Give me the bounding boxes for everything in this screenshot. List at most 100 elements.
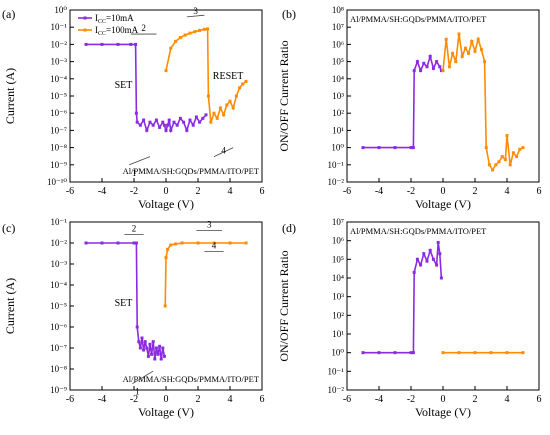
y-tick-label: 10⁴ xyxy=(332,74,344,84)
data-point xyxy=(175,123,179,127)
y-tick-label: 10⁷ xyxy=(332,217,344,227)
data-point xyxy=(508,163,512,167)
data-point xyxy=(180,241,184,245)
y-tick-label: 10² xyxy=(332,310,344,320)
data-point xyxy=(244,241,248,245)
data-point xyxy=(138,346,142,350)
data-point xyxy=(151,123,155,127)
data-point xyxy=(428,248,432,252)
x-tick-label: -4 xyxy=(98,394,106,405)
y-axis-label: ON/OFF Current Ratio xyxy=(277,250,291,361)
plot-area xyxy=(361,240,525,355)
data-point xyxy=(505,351,509,355)
series-line-2 xyxy=(442,33,524,172)
data-point xyxy=(206,94,210,98)
data-point xyxy=(158,344,162,348)
y-axis-label: Current (A) xyxy=(3,68,17,124)
y-tick-label: 10⁻⁴ xyxy=(50,280,67,290)
data-point xyxy=(489,351,493,355)
data-point xyxy=(515,155,519,159)
panel-label: (a) xyxy=(2,7,15,21)
data-point xyxy=(457,351,461,355)
panel-label: (c) xyxy=(2,221,15,235)
x-tick-label: -4 xyxy=(375,186,383,197)
y-tick-label: 10⁵ xyxy=(332,254,344,264)
y-tick-label: 10³ xyxy=(332,91,344,101)
data-point xyxy=(150,352,154,356)
data-point xyxy=(435,263,439,267)
y-tick-label: 10⁻⁹ xyxy=(50,160,67,170)
data-point xyxy=(134,241,138,245)
x-tick-label: 4 xyxy=(505,186,510,197)
x-tick-label: -6 xyxy=(66,186,74,197)
data-point xyxy=(231,106,235,110)
data-point xyxy=(439,276,443,280)
arrow-label: 2 xyxy=(132,224,137,234)
data-point xyxy=(188,118,192,122)
data-point xyxy=(451,51,455,55)
direction-arrow xyxy=(129,156,151,166)
data-point xyxy=(518,147,522,151)
data-point xyxy=(377,351,381,355)
data-point xyxy=(377,146,381,150)
panel-c: (c) -6 -4 -2 0 2 4 6 10⁻⁹ 10⁻⁸ 10⁻⁷ 10⁻⁶ 10⁻⁵ 10⁻⁴ 10⁻… xyxy=(2,217,265,419)
data-point xyxy=(409,351,413,355)
data-point xyxy=(135,325,139,329)
data-point xyxy=(222,113,226,117)
data-point xyxy=(158,125,162,129)
x-tick-label: 4 xyxy=(228,186,233,197)
series-line-1 xyxy=(363,242,443,354)
data-point xyxy=(467,51,471,55)
x-tick-label: 4 xyxy=(505,394,510,405)
panel-b: (b) -6 -4 -2 0 2 4 6 10⁻² 10⁻¹ 10⁰ 10¹ 10² 10³ 10⁴ 10⁵ 1… xyxy=(277,5,542,211)
data-point xyxy=(438,252,442,256)
data-point xyxy=(191,123,195,127)
y-tick-label: 10⁻³ xyxy=(51,57,68,67)
data-point xyxy=(138,123,142,127)
data-point xyxy=(494,163,498,167)
data-point xyxy=(497,160,501,164)
series-line-1 xyxy=(86,43,207,134)
data-point xyxy=(412,69,416,73)
y-tick-label: 10¹ xyxy=(332,329,344,339)
data-point xyxy=(198,120,202,124)
data-point xyxy=(84,42,88,46)
device-annotation: Al/PMMA/SH:GQDs/PMMA/ITO/PET xyxy=(123,374,260,384)
device-annotation: Al/PMMA/SH:GQDs/PMMA/ITO/PET xyxy=(350,226,487,236)
data-point xyxy=(435,60,439,64)
x-tick-label: -2 xyxy=(130,186,138,197)
x-tick-label: 0 xyxy=(441,394,446,405)
data-point xyxy=(153,357,157,361)
device-annotation: Al/PMMA/SH:GQDs/PMMA/ITO/PET xyxy=(123,166,260,176)
arrow-label: 2 xyxy=(141,23,146,33)
data-point xyxy=(167,118,171,122)
data-point xyxy=(206,27,210,31)
data-point xyxy=(194,115,198,119)
data-point xyxy=(116,241,120,245)
data-point xyxy=(484,146,488,150)
data-point xyxy=(411,351,415,355)
y-tick-label: 10⁻⁵ xyxy=(50,91,67,101)
data-point xyxy=(412,270,416,274)
data-point xyxy=(218,106,222,110)
x-axis-label: Voltage (V) xyxy=(138,405,194,419)
data-point xyxy=(182,120,186,124)
plot-area xyxy=(84,241,248,361)
y-tick-label: 10¹ xyxy=(332,125,344,135)
data-point xyxy=(215,116,219,120)
data-point xyxy=(479,48,483,52)
data-point xyxy=(84,241,88,245)
set-annotation: SET xyxy=(115,298,133,309)
y-tick-label: 10⁻¹ xyxy=(51,217,68,227)
data-point xyxy=(473,351,477,355)
y-axis-label: ON/OFF Current Ratio xyxy=(277,40,291,151)
data-point xyxy=(164,128,168,132)
data-point xyxy=(178,36,182,40)
legend-entry: ICC=100mA xyxy=(95,25,139,37)
legend-marker xyxy=(83,16,87,20)
data-point xyxy=(228,241,232,245)
data-point xyxy=(146,354,150,358)
x-tick-label: 6 xyxy=(537,186,542,197)
x-axis-label: Voltage (V) xyxy=(415,405,471,419)
